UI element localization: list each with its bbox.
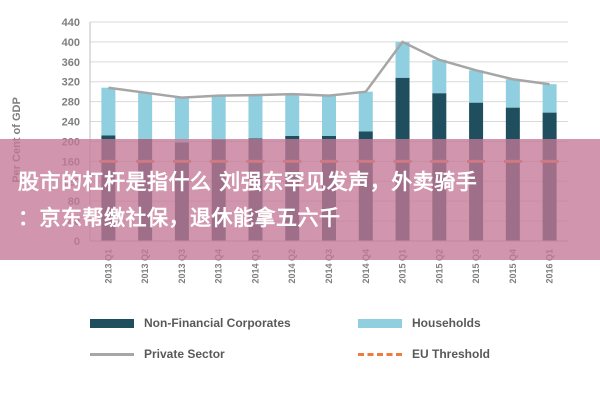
overlay-text[interactable]: 股市的杠杆是指什么 刘强东罕见发声，外卖骑手 ：京东帮缴社保，退休能拿五六千 (18, 164, 588, 236)
x-tick-label: 2014 Q3 (324, 249, 334, 284)
x-tick-label: 2015 Q4 (508, 249, 518, 284)
legend-swatch-eu-threshold (358, 352, 402, 356)
legend-item-households: Households (358, 316, 481, 330)
bar-households (505, 79, 520, 108)
x-tick-label: 2013 Q2 (140, 249, 150, 284)
y-tick-label: 360 (62, 57, 80, 69)
legend-item-non-financial-corporates: Non-Financial Corporates (90, 316, 291, 330)
y-tick-label: 320 (62, 77, 80, 89)
x-tick-label: 2013 Q1 (103, 249, 113, 284)
x-tick-label: 2015 Q2 (434, 249, 444, 284)
bar-households (248, 95, 263, 139)
y-tick-label: 440 (62, 17, 80, 29)
bar-households (395, 41, 410, 78)
x-tick-label: 2015 Q1 (398, 249, 408, 284)
legend-label: EU Threshold (412, 347, 491, 361)
legend-label: Non-Financial Corporates (144, 316, 291, 330)
bar-households (211, 95, 226, 140)
legend-item-eu-threshold: EU Threshold (358, 347, 490, 361)
line-private-sector (108, 40, 550, 99)
x-tick-label: 2015 Q3 (471, 249, 481, 284)
x-tick-label: 2013 Q3 (177, 249, 187, 284)
overlay-banner (0, 139, 600, 260)
bar-households (432, 59, 447, 94)
overlay-line-2[interactable]: ：京东帮缴社保，退休能拿五六千 (18, 206, 341, 230)
legend-swatch-private-sector (90, 352, 134, 356)
legend-item-private-sector: Private Sector (90, 347, 225, 361)
bar-households (138, 92, 153, 139)
legend-swatch-non-financial-corporates (90, 318, 134, 328)
x-tick-label: 2014 Q1 (250, 249, 260, 284)
x-tick-label: 2016 Q1 (545, 249, 555, 284)
bar-households (542, 84, 557, 113)
y-tick-label: 280 (62, 97, 80, 109)
overlay-line-1[interactable]: 股市的杠杆是指什么 刘强东罕见发声，外卖骑手 (18, 170, 478, 194)
x-tick-label: 2014 Q2 (287, 249, 297, 284)
bar-households (285, 94, 300, 136)
y-tick-label: 400 (62, 37, 80, 49)
legend-label: Households (412, 316, 481, 330)
legend-label: Private Sector (144, 347, 225, 361)
bar-households (469, 70, 484, 103)
y-tick-label: 240 (62, 117, 80, 129)
legend-swatch-households (358, 318, 402, 328)
bar-households (358, 91, 373, 132)
bar-households (174, 97, 189, 143)
bar-households (101, 87, 116, 136)
legend: Non-Financial Corporates Households Priv… (0, 300, 600, 400)
bar-households (322, 95, 336, 136)
x-tick-label: 2014 Q4 (361, 249, 371, 284)
x-tick-label: 2013 Q4 (214, 249, 224, 284)
